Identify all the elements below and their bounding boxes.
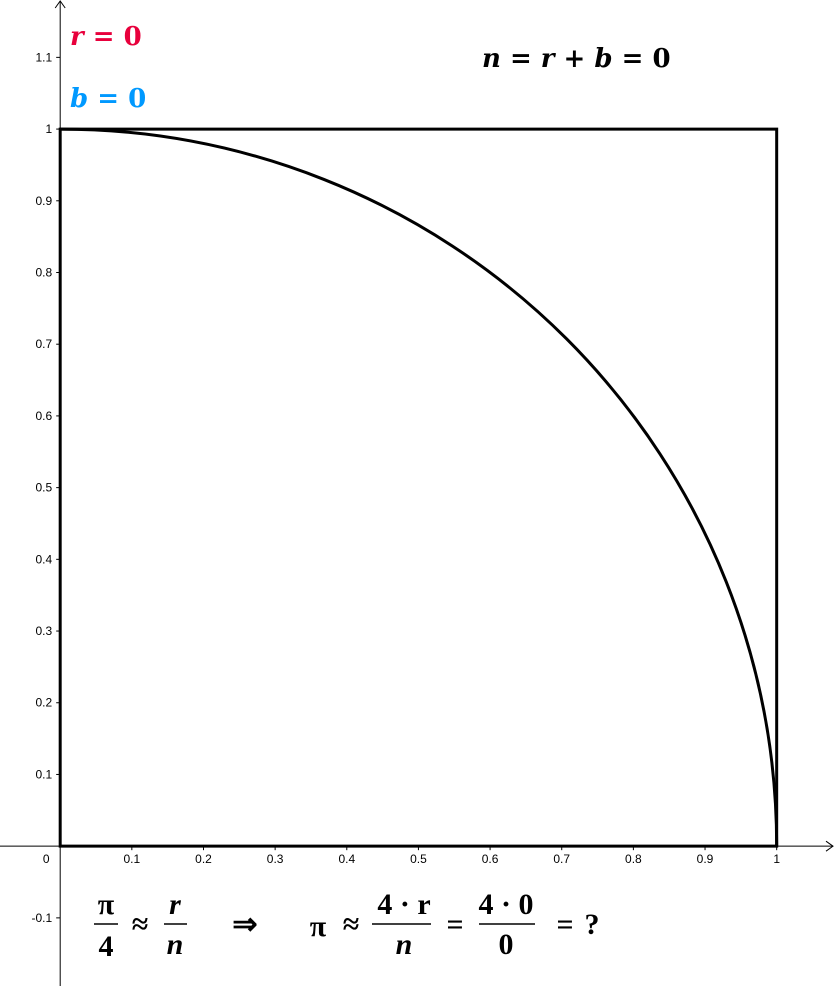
x-axis-arrow: [825, 840, 834, 852]
result: ?: [585, 908, 600, 941]
frac2-den: n: [167, 928, 184, 961]
y-tick-label: 0.5: [35, 481, 52, 495]
x-tick-label: 1: [773, 852, 780, 866]
b-label: b = 0: [70, 84, 146, 114]
tick-labels: 0 0.1 0.2 0.3 0.4 0.5 0.6 0.7 0.8 0.9 1 -0.1 0.1 0.2 0…: [31, 50, 780, 925]
pi-formula: π 4 ≈ r n ⇒ π ≈ 4 · r n = 4 · 0 0 = ?: [94, 888, 600, 963]
frac2-num: r: [169, 888, 181, 921]
r-value: = 0: [84, 22, 142, 52]
y-tick-label: 0.1: [35, 767, 52, 781]
implies: ⇒: [232, 908, 257, 941]
eq1: =: [501, 44, 541, 74]
r-var: r: [70, 22, 86, 52]
y-tick-label: 0.2: [35, 696, 52, 710]
eq2: = 0: [613, 44, 671, 74]
r-var2: r: [541, 44, 557, 74]
y-tick-label: 0.9: [35, 194, 52, 208]
x-tick-label: 0.3: [267, 852, 284, 866]
plus: +: [555, 44, 595, 74]
y-tick-label: 0.8: [35, 265, 52, 279]
n-var: n: [482, 44, 501, 74]
frac4-den: 0: [499, 928, 514, 961]
x-tick-label: 0.8: [625, 852, 642, 866]
pi: π: [310, 910, 327, 943]
frac3-num: 4 · r: [377, 888, 430, 921]
approx2: ≈: [343, 908, 359, 941]
approx1: ≈: [132, 908, 148, 941]
equals2: =: [556, 908, 573, 941]
y-axis-arrow: [54, 0, 66, 9]
x-tick-label: 0.2: [195, 852, 212, 866]
frac4-num: 4 · 0: [478, 888, 533, 921]
r-label: r = 0: [70, 22, 142, 52]
b-var: b: [70, 84, 88, 114]
n-formula: n = r + b = 0: [482, 44, 671, 74]
x-tick-label: 0.1: [123, 852, 140, 866]
x-tick-label: 0.7: [553, 852, 570, 866]
y-tick-label: 0.7: [35, 337, 52, 351]
y-tick-label: 1: [45, 122, 52, 136]
b-var2: b: [594, 44, 612, 74]
x-tick-label: 0: [43, 852, 50, 866]
frac1-num: π: [98, 888, 115, 921]
y-tick-label: 1.1: [35, 50, 52, 64]
frac3-den: n: [396, 928, 413, 961]
equals1: =: [446, 908, 463, 941]
x-tick-label: 0.6: [482, 852, 499, 866]
quarter-circle-arc: [60, 127, 779, 847]
y-tick-label: 0.3: [35, 624, 52, 638]
b-value: = 0: [88, 84, 146, 114]
frac1-den: 4: [99, 930, 114, 963]
shapes: [58, 127, 779, 848]
unit-square: [58, 127, 779, 848]
x-tick-label: 0.4: [338, 852, 355, 866]
y-tick-label: 0.6: [35, 409, 52, 423]
y-tick-label: 0.4: [35, 552, 52, 566]
x-tick-label: 0.9: [697, 852, 714, 866]
y-tick-label: -0.1: [31, 911, 52, 925]
x-tick-label: 0.5: [410, 852, 427, 866]
